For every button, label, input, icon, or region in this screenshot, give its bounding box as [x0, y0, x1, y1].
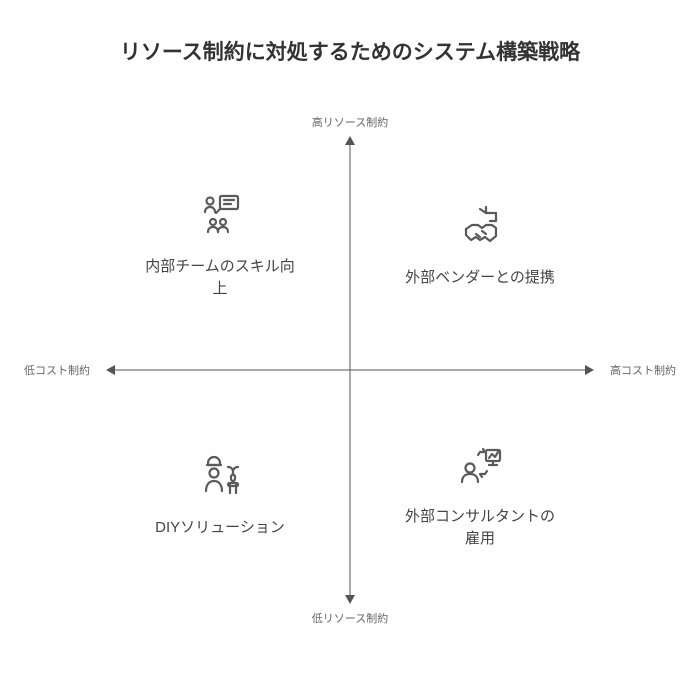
diy-icon [196, 451, 244, 499]
quadrant-bottom-left: DIYソリューション [90, 370, 350, 620]
quadrant-label: 外部コンサルタントの雇用 [405, 506, 555, 550]
consultant-icon [456, 440, 504, 488]
axis-label-right: 高コスト制約 [610, 362, 676, 378]
quadrant-matrix: 高リソース制約 低リソース制約 低コスト制約 高コスト制約 内部チームのスキル向… [90, 120, 610, 620]
quadrant-label: 外部ベンダーとの提携 [405, 267, 555, 289]
quadrant-label: DIYソリューション [155, 517, 285, 539]
page-title: リソース制約に対処するためのシステム構築戦略 [0, 36, 700, 66]
quadrant-top-left: 内部チームのスキル向上 [90, 120, 350, 370]
quadrant-label: 内部チームのスキル向上 [145, 256, 295, 300]
quadrant-bottom-right: 外部コンサルタントの雇用 [350, 370, 610, 620]
partnership-icon [456, 201, 504, 249]
quadrant-top-right: 外部ベンダーとの提携 [350, 120, 610, 370]
axis-label-left: 低コスト制約 [24, 362, 90, 378]
team-training-icon [196, 190, 244, 238]
